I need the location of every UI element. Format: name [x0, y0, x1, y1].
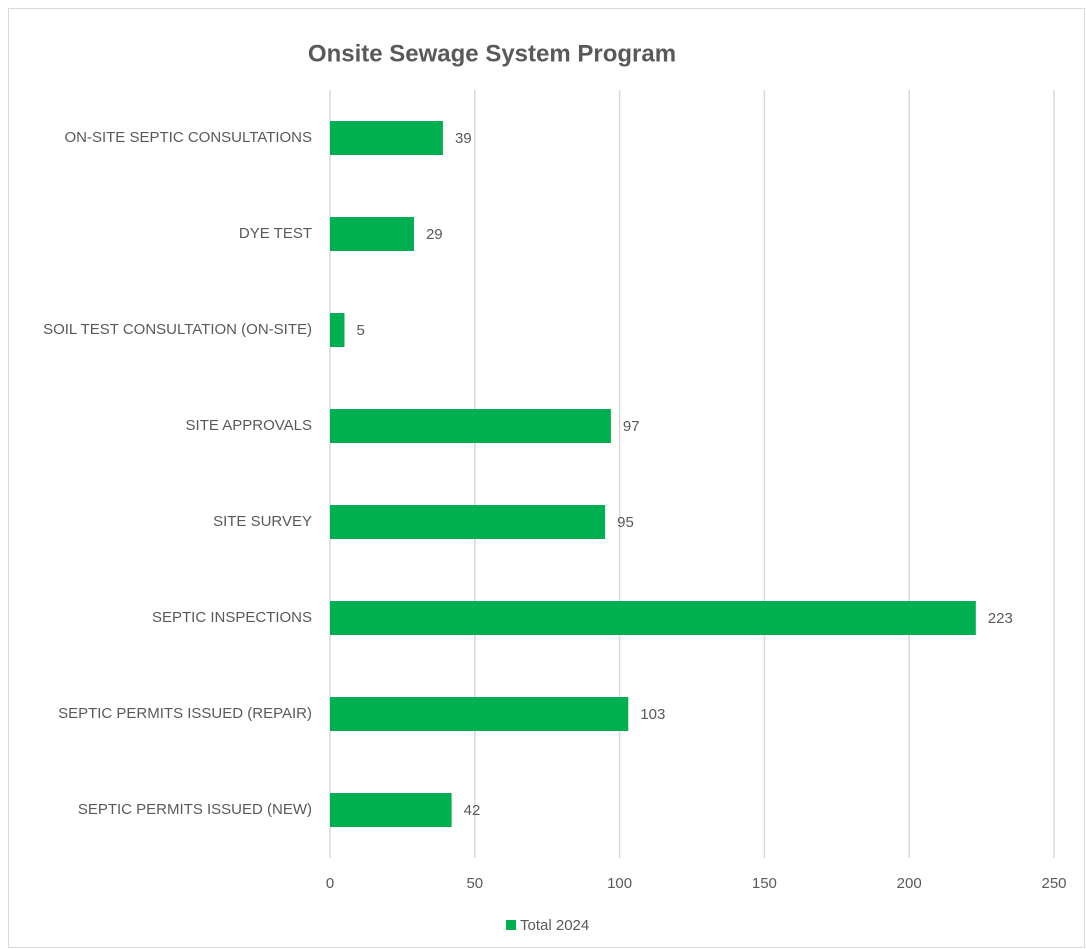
y-tick-label: SITE APPROVALS: [186, 417, 312, 434]
x-tick-label: 50: [466, 875, 483, 892]
chart-title: Onsite Sewage System Program: [308, 40, 676, 67]
y-tick-label: SEPTIC INSPECTIONS: [152, 609, 312, 626]
y-tick-label: DYE TEST: [239, 225, 312, 242]
data-label: 39: [455, 130, 472, 147]
legend-swatch: [506, 920, 516, 930]
y-tick-label: SITE SURVEY: [213, 513, 312, 530]
x-tick-label: 200: [897, 875, 922, 892]
bar: [330, 121, 443, 155]
legend-label: Total 2024: [520, 917, 589, 934]
chart-border: [8, 8, 1085, 948]
x-tick-label: 0: [326, 875, 334, 892]
data-label: 223: [988, 610, 1013, 627]
y-tick-label: SOIL TEST CONSULTATION (ON-SITE): [43, 321, 312, 338]
bar: [330, 313, 345, 347]
bar: [330, 505, 606, 539]
x-tick-label: 100: [607, 875, 632, 892]
data-label: 95: [617, 514, 634, 531]
bar: [330, 793, 452, 827]
bar: [330, 409, 611, 443]
y-tick-label: SEPTIC PERMITS ISSUED (REPAIR): [58, 705, 312, 722]
bar: [330, 217, 414, 251]
data-label: 42: [464, 802, 481, 819]
data-label: 5: [356, 322, 364, 339]
data-label: 103: [640, 706, 665, 723]
bar: [330, 697, 629, 731]
x-tick-label: 150: [752, 875, 777, 892]
y-tick-label: ON-SITE SEPTIC CONSULTATIONS: [64, 129, 312, 146]
x-tick-label: 250: [1041, 875, 1066, 892]
data-label: 97: [623, 418, 640, 435]
y-tick-label: SEPTIC PERMITS ISSUED (NEW): [78, 801, 312, 818]
data-label: 29: [426, 226, 443, 243]
bar: [330, 601, 976, 635]
